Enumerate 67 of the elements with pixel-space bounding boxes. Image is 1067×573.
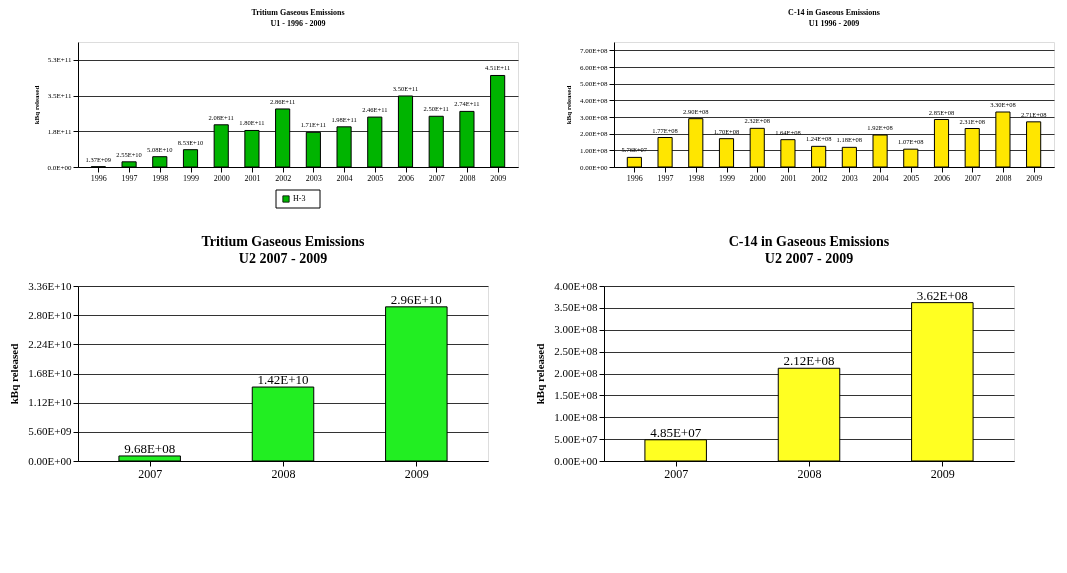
x-tick-label: 2007 <box>964 173 981 183</box>
x-tick-label: 2008 <box>797 466 822 481</box>
x-tick-label: 1999 <box>719 173 735 183</box>
x-tick-label: 2009 <box>490 173 507 183</box>
x-tick-label: 1998 <box>688 173 705 183</box>
y-tick-label: 4.00E+08 <box>554 279 598 292</box>
x-tick-label: 2004 <box>872 173 889 183</box>
chart-title: C-14 in Gaseous Emissions <box>728 234 890 249</box>
legend-label: H-3 <box>293 194 306 203</box>
data-label: 9.68E+08 <box>124 440 176 456</box>
x-tick-label: 2001 <box>244 173 261 183</box>
x-tick-label: 2006 <box>398 173 414 183</box>
y-tick-label: 1.68E+10 <box>28 367 72 379</box>
x-tick-label: 2000 <box>749 173 766 183</box>
x-tick-label: 2004 <box>336 173 353 183</box>
y-tick-label: 5.00E+07 <box>554 432 598 445</box>
y-tick-label: 2.24E+10 <box>28 337 72 350</box>
y-axis-title: kBq released <box>8 343 21 405</box>
x-tick-label: 2007 <box>138 466 163 481</box>
x-tick-label: 1999 <box>183 173 199 183</box>
x-tick-label: 2001 <box>780 173 797 183</box>
y-axis-title: kBq released <box>534 343 547 405</box>
chart-subtitle: U1 - 1996 - 2009 <box>270 19 326 28</box>
chart-subtitle: U2 2007 - 2009 <box>764 251 854 266</box>
data-label: 4.85E+07 <box>650 424 702 440</box>
y-tick-label: 3.50E+08 <box>554 301 598 314</box>
y-tick-label: 1.12E+10 <box>28 396 72 409</box>
x-tick-label: 2008 <box>995 173 1012 183</box>
data-label: 3.62E+08 <box>916 287 968 303</box>
x-tick-label: 2009 <box>404 466 429 481</box>
x-tick-label: 1996 <box>626 173 643 183</box>
x-tick-label: 2005 <box>367 173 384 183</box>
y-tick-label: 3.36E+10 <box>28 279 72 292</box>
x-tick-label: 2003 <box>305 173 322 183</box>
data-label: 1.42E+10 <box>257 372 309 388</box>
x-tick-label: 2009 <box>1026 173 1043 183</box>
chart-title: Tritium Gaseous Emissions <box>251 8 345 17</box>
y-tick-label: 5.60E+09 <box>28 425 72 438</box>
data-label: 2.96E+10 <box>390 291 442 307</box>
chart-title: Tritium Gaseous Emissions <box>201 234 366 249</box>
chart-title: C-14 in Gaseous Emissions <box>788 8 880 17</box>
x-tick-label: 2008 <box>459 173 476 183</box>
x-tick-label: 2006 <box>934 173 950 183</box>
y-tick-label: 2.00E+08 <box>554 367 598 379</box>
data-label: 2.12E+08 <box>783 353 835 369</box>
x-tick-label: 2002 <box>811 173 828 183</box>
chart-subtitle: U2 2007 - 2009 <box>238 251 328 266</box>
x-tick-label: 1997 <box>121 173 138 183</box>
y-tick-label: 2.80E+10 <box>28 308 72 321</box>
y-tick-label: 0.00E+00 <box>28 454 72 467</box>
x-tick-label: 2007 <box>664 466 689 481</box>
y-tick-label: 0.00E+00 <box>554 454 598 467</box>
x-tick-label: 2008 <box>271 466 296 481</box>
y-tick-label: 1.50E+08 <box>554 388 598 401</box>
x-tick-label: 1997 <box>657 173 674 183</box>
x-tick-label: 2000 <box>213 173 230 183</box>
y-tick-label: 3.00E+08 <box>554 323 598 336</box>
x-tick-label: 1998 <box>152 173 169 183</box>
chart-subtitle: U1 1996 - 2009 <box>808 19 860 28</box>
x-tick-label: 2003 <box>841 173 858 183</box>
y-tick-label: 2.50E+08 <box>554 345 598 358</box>
x-tick-label: 2009 <box>930 466 955 481</box>
x-tick-label: 2002 <box>275 173 292 183</box>
x-tick-label: 2007 <box>428 173 445 183</box>
y-tick-label: 1.00E+08 <box>554 410 598 423</box>
x-tick-label: 1996 <box>90 173 107 183</box>
x-tick-label: 2005 <box>903 173 920 183</box>
